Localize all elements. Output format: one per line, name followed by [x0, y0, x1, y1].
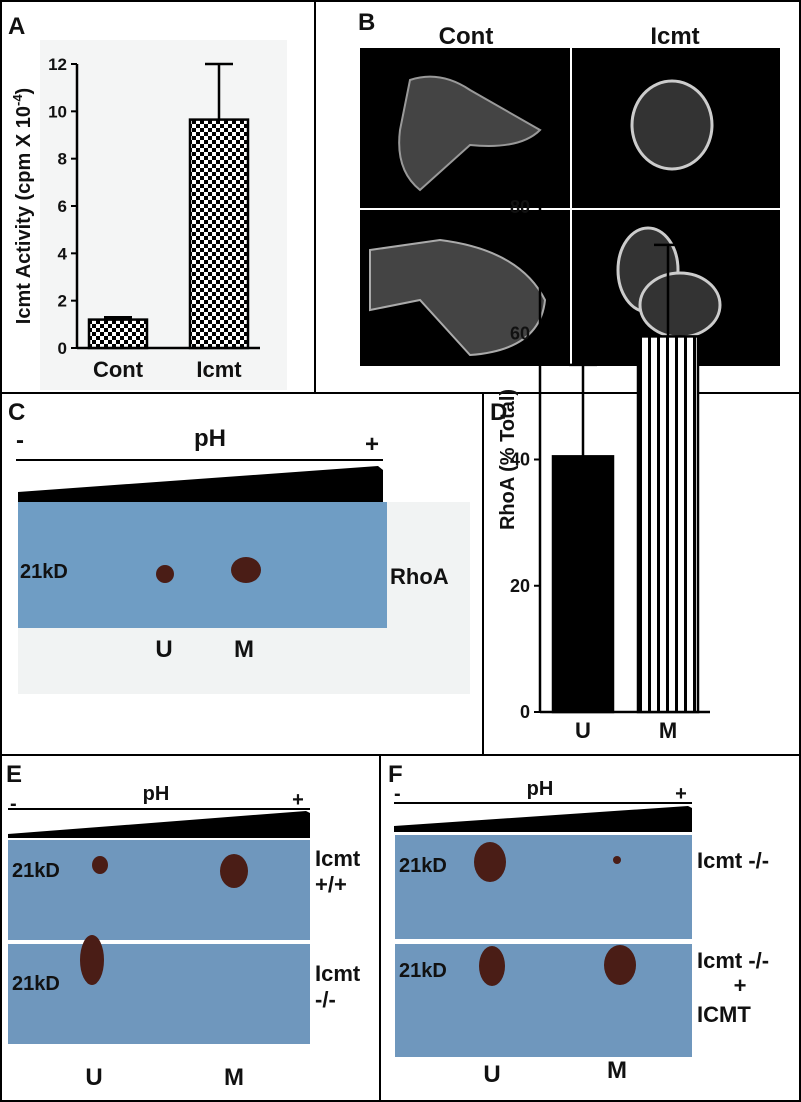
- micrographs: [360, 48, 780, 366]
- row-label: +: [734, 973, 747, 998]
- y-axis-label-text: Icmt Activity (cpm X 10: [13, 106, 35, 324]
- y-tick-label: 10: [48, 102, 67, 121]
- marker-label: 21kD: [20, 561, 68, 583]
- ph-plus: +: [292, 789, 304, 811]
- y-axis-label-superscript: -4: [10, 94, 25, 106]
- column-label: Cont: [439, 23, 494, 50]
- row-label: ICMT: [697, 1002, 751, 1027]
- row-label: Icmt -/-: [697, 848, 769, 873]
- ph-minus: -: [394, 783, 401, 805]
- blot: [8, 944, 310, 1044]
- blot: [395, 835, 692, 939]
- blot-spot: [231, 557, 261, 583]
- ph-plus: +: [365, 431, 379, 458]
- panel-label: C: [8, 399, 25, 426]
- marker-label: 21kD: [12, 973, 60, 995]
- blot-spot: [604, 945, 636, 985]
- row-label: Icmt -/-: [697, 948, 769, 973]
- ph-label: pH: [527, 778, 554, 800]
- x-tick-label: Icmt: [196, 357, 242, 382]
- blot: [395, 944, 692, 1057]
- panel-label: F: [388, 761, 403, 788]
- marker-label: 21kD: [12, 860, 60, 882]
- blot: [18, 502, 387, 628]
- protein-label: RhoA: [390, 564, 449, 589]
- panel-label: D: [490, 399, 507, 426]
- blot-spot: [479, 946, 505, 986]
- blot: [8, 840, 310, 940]
- row-label: Icmt: [315, 846, 361, 871]
- spot-label: U: [85, 1064, 102, 1091]
- y-axis-label: RhoA (% Total): [497, 389, 519, 530]
- blot-spot: [80, 935, 104, 985]
- y-axis-label: Icmt Activity (cpm X 10-4): [10, 88, 35, 324]
- y-tick-label: 80: [510, 197, 530, 217]
- ph-plus: +: [675, 783, 687, 805]
- row-label: -/-: [315, 987, 336, 1012]
- column-label: Icmt: [650, 23, 699, 50]
- ph-minus: -: [16, 427, 24, 454]
- cell: [630, 79, 714, 171]
- y-tick-label: 4: [58, 244, 68, 263]
- ph-gradient: [18, 466, 383, 502]
- blot-spot: [220, 854, 248, 888]
- panel-label: B: [358, 9, 375, 36]
- ph-label: pH: [194, 425, 226, 452]
- row-label: +/+: [315, 872, 347, 897]
- y-axis-label-text: RhoA (% Total): [497, 389, 519, 530]
- bar: [636, 335, 700, 714]
- y-tick-label: 12: [48, 55, 67, 74]
- y-tick-label: 40: [510, 450, 530, 470]
- y-axis-label-suffix: ): [13, 88, 35, 95]
- panel-label: E: [6, 761, 22, 788]
- y-tick-label: 2: [58, 292, 67, 311]
- y-tick-label: 6: [58, 197, 67, 216]
- y-tick-label: 60: [510, 323, 530, 343]
- y-tick-label: 8: [58, 150, 67, 169]
- x-tick-label: M: [659, 718, 677, 743]
- bar: [188, 118, 250, 350]
- panel-label: A: [8, 13, 25, 40]
- ph-label: pH: [143, 783, 170, 805]
- blot-spot: [156, 565, 174, 583]
- bar: [551, 455, 615, 714]
- ph-gradient: [394, 806, 692, 832]
- spot-label: M: [607, 1057, 627, 1084]
- ph-minus: -: [10, 793, 17, 815]
- y-tick-label: 20: [510, 576, 530, 596]
- x-tick-label: U: [575, 718, 591, 743]
- marker-label: 21kD: [399, 855, 447, 877]
- blot-spot: [474, 842, 506, 882]
- row-label: Icmt: [315, 961, 361, 986]
- marker-label: 21kD: [399, 960, 447, 982]
- blot-spot: [92, 856, 108, 874]
- spot-label: U: [155, 636, 172, 663]
- cell: [638, 271, 722, 339]
- spot-label: M: [224, 1064, 244, 1091]
- x-tick-label: Cont: [93, 357, 144, 382]
- cell: [398, 75, 542, 192]
- bar: [87, 318, 149, 350]
- y-tick-label: 0: [520, 702, 530, 722]
- ph-gradient: [8, 811, 310, 838]
- blot-spot: [613, 856, 621, 864]
- spot-label: M: [234, 636, 254, 663]
- spot-label: U: [483, 1061, 500, 1088]
- cell: [369, 238, 547, 357]
- y-tick-label: 0: [58, 339, 67, 358]
